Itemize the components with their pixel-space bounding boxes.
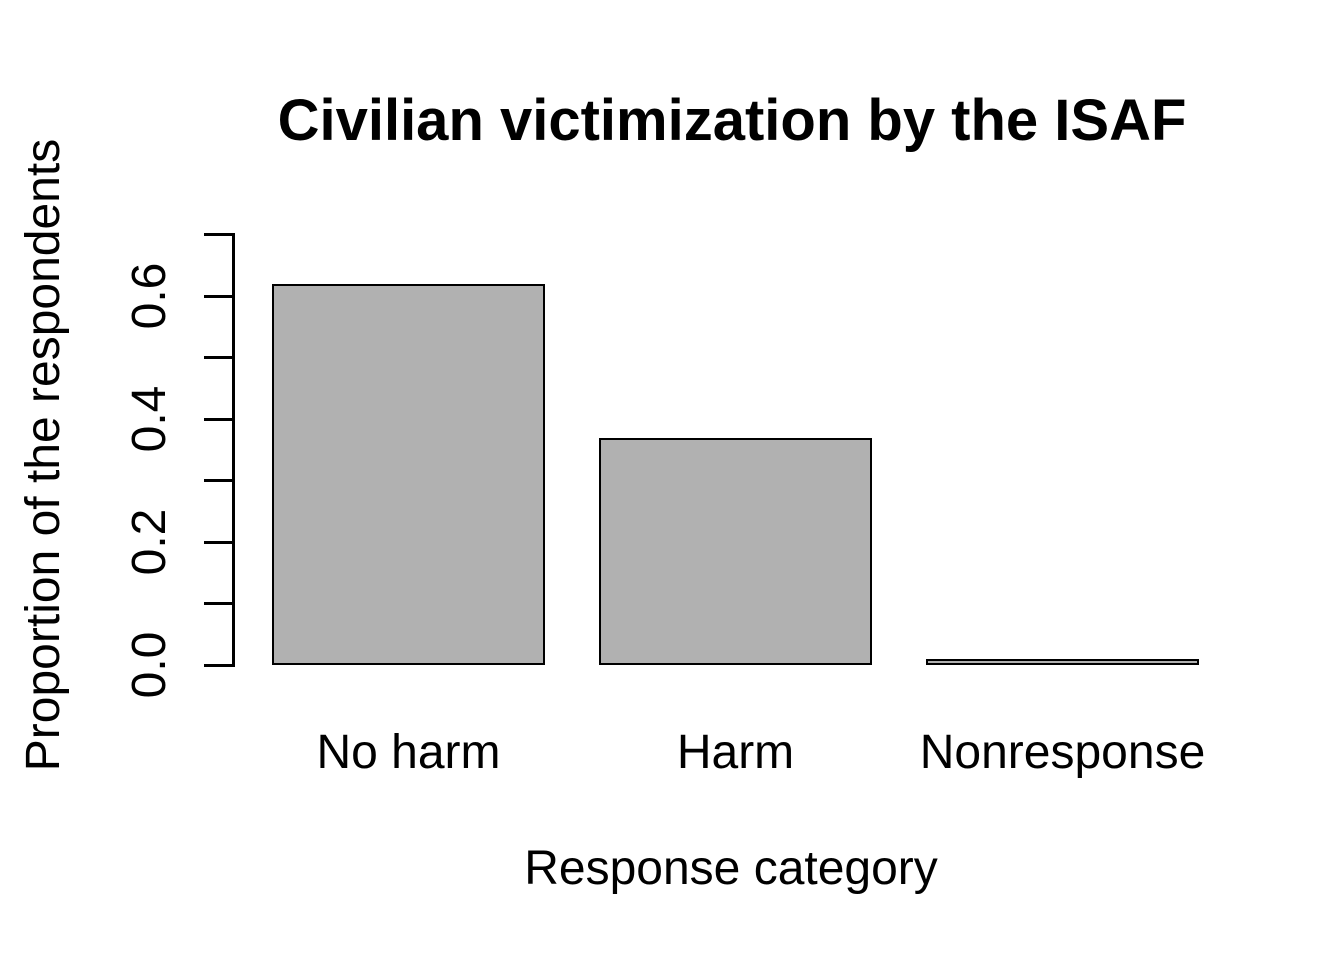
y-axis-tick (204, 602, 235, 605)
y-axis-tick-label: 0.6 (123, 262, 176, 330)
y-axis-tick (204, 418, 235, 421)
x-axis-title: Response category (524, 842, 938, 895)
x-category-label: Nonresponse (919, 726, 1206, 779)
y-axis-tick (204, 541, 235, 544)
bar-no-harm (272, 284, 545, 665)
chart-title: Civilian victimization by the ISAF (277, 88, 1187, 153)
x-category-label: Harm (676, 726, 795, 779)
y-axis-tick (204, 295, 235, 298)
y-axis-tick-label: 0.2 (123, 508, 176, 576)
bar-harm (599, 438, 872, 665)
y-axis-tick (204, 479, 235, 482)
y-axis-tick-label: 0.0 (123, 631, 176, 699)
y-axis-tick (204, 356, 235, 359)
x-category-label: No harm (316, 726, 501, 779)
bar-nonresponse (926, 659, 1199, 665)
y-axis-tick (204, 664, 235, 667)
y-axis-line (232, 234, 235, 667)
y-axis-tick-label: 0.4 (123, 385, 176, 453)
y-axis-title: Proportion of the respondents (17, 138, 70, 772)
y-axis-tick (204, 233, 235, 236)
